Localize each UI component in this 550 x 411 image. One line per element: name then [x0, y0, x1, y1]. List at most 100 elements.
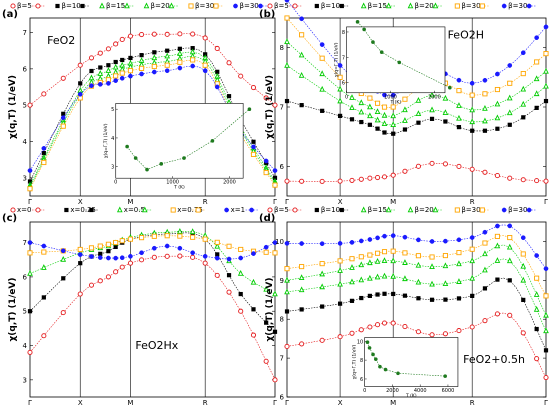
data-point: [106, 63, 111, 68]
chart-panel-2: Γ X M R Γ 6 7 8 χ(q,T) (1/eV) (b)β=5 β=10 β=15 β=20 β…: [259, 0, 549, 206]
series-line: [29, 47, 276, 182]
data-point: [381, 272, 388, 279]
data-point: [390, 257, 397, 264]
data-point: [27, 179, 33, 184]
data-point: [77, 62, 83, 68]
legend-marker: [249, 207, 254, 213]
y-tick-label: 5: [23, 308, 27, 316]
data-point: [298, 51, 305, 58]
data-point: [284, 38, 290, 44]
inset-data-point: [383, 367, 388, 372]
legend-marker: [314, 207, 319, 213]
data-point: [214, 239, 220, 245]
data-point: [520, 276, 527, 283]
data-point: [119, 238, 125, 244]
data-point: [284, 15, 290, 21]
data-point: [442, 253, 448, 259]
data-point: [507, 223, 513, 229]
x-tick-label: Γ: [544, 399, 548, 407]
data-point: [375, 322, 381, 328]
data-point: [190, 254, 196, 260]
panel-label: (a): [2, 9, 18, 20]
y-tick-label: 6: [280, 163, 285, 171]
data-point: [429, 91, 435, 98]
data-point: [469, 92, 475, 98]
x-tick-label: R: [203, 399, 208, 407]
data-point: [299, 264, 305, 270]
legend-marker: [55, 3, 60, 9]
data-point: [482, 229, 488, 235]
data-point: [495, 223, 500, 229]
series-line: [286, 244, 547, 316]
data-point: [77, 291, 83, 297]
data-point: [415, 96, 422, 103]
inset-frame: [115, 103, 244, 179]
data-point: [402, 293, 408, 298]
data-point: [105, 274, 111, 280]
data-point: [367, 95, 373, 101]
data-point: [263, 95, 269, 101]
data-point: [263, 285, 269, 292]
data-point: [27, 186, 33, 192]
data-point: [190, 63, 196, 69]
data-point: [367, 324, 373, 330]
x-tick-label: Γ: [285, 399, 289, 407]
data-point: [177, 253, 183, 259]
data-point: [507, 80, 513, 86]
data-point: [359, 295, 364, 301]
data-point: [381, 104, 388, 110]
inset-data-point: [443, 374, 447, 378]
data-point: [495, 277, 500, 282]
data-point: [382, 291, 387, 296]
data-point: [349, 177, 355, 183]
data-point: [482, 286, 488, 291]
data-point: [358, 276, 365, 283]
data-point: [226, 243, 232, 249]
data-point: [520, 262, 527, 269]
legend-marker: [339, 207, 344, 213]
series-line: [29, 235, 276, 254]
data-point: [429, 254, 435, 260]
data-point: [520, 71, 526, 77]
series-line: [286, 312, 547, 378]
legend-entry: β=20: [151, 2, 170, 10]
y-tick-label: 7: [23, 239, 27, 247]
legend-marker: [188, 3, 194, 9]
data-point: [534, 105, 539, 110]
legend-marker: [526, 207, 532, 213]
data-point: [60, 310, 66, 316]
data-point: [507, 63, 513, 68]
data-point: [151, 54, 158, 61]
data-point: [337, 97, 343, 104]
data-point: [494, 173, 500, 179]
series-5: [27, 240, 278, 262]
data-point: [456, 114, 462, 121]
legend-entry: x=0: [17, 206, 31, 214]
data-point: [543, 82, 549, 89]
inset-data-point: [133, 156, 138, 160]
inset-line: [367, 342, 446, 377]
data-point: [349, 256, 355, 262]
data-point: [390, 104, 396, 110]
data-point: [250, 278, 257, 285]
x-tick-label: R: [203, 198, 208, 206]
data-point: [375, 235, 380, 241]
data-point: [284, 0, 290, 3]
data-point: [272, 290, 278, 297]
x-tick-label: X: [338, 399, 343, 407]
inset-chart: 0 1000 2000 6 7 8 T (K) χ(q=Γ,T) (1/eV): [334, 20, 452, 105]
data-point: [113, 41, 119, 47]
data-point: [190, 46, 195, 51]
data-point: [402, 117, 408, 123]
data-point: [164, 62, 170, 68]
data-point: [533, 305, 540, 312]
inset-x-tick-label: 2000: [428, 94, 441, 100]
data-point: [319, 261, 325, 267]
series-line: [286, 17, 547, 109]
data-point: [494, 242, 501, 249]
data-point: [381, 120, 388, 127]
y-tick-label: 8: [280, 316, 284, 324]
data-point: [482, 105, 488, 111]
data-point: [375, 126, 380, 131]
inset-frame: [346, 26, 446, 94]
